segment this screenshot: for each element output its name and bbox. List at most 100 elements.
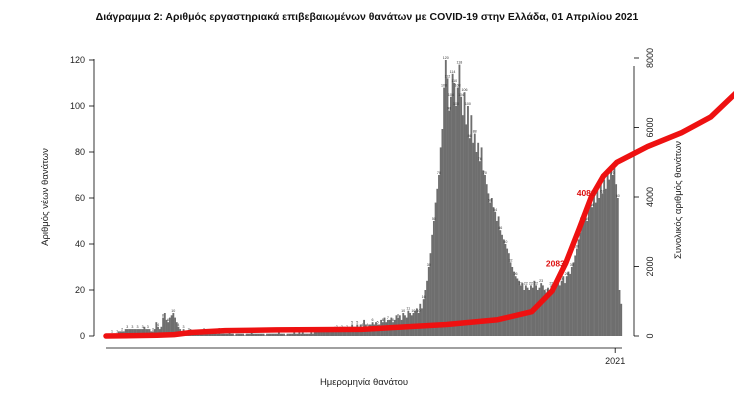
bar — [453, 83, 456, 336]
bar — [306, 333, 309, 336]
bar — [238, 333, 241, 336]
bar — [341, 329, 343, 336]
bar-value-label: 104 — [458, 93, 464, 97]
bar — [318, 329, 321, 336]
bar-value-label: 3 — [142, 325, 144, 329]
bar-value-label: 5 — [377, 321, 379, 325]
bar — [432, 221, 435, 336]
bar — [460, 96, 463, 336]
bar — [419, 303, 422, 336]
bar-value-label: 22 — [529, 281, 533, 285]
bar — [541, 285, 544, 336]
bar — [456, 87, 459, 336]
bar-value-label: 118 — [456, 61, 462, 65]
bar-value-label: 4 — [157, 323, 159, 327]
bar-value-label: 38 — [575, 245, 579, 249]
bar — [300, 333, 302, 336]
bar — [562, 276, 565, 336]
bar — [444, 60, 447, 336]
bar — [233, 335, 236, 336]
bar — [407, 310, 410, 336]
bar — [175, 322, 178, 336]
bar — [317, 331, 320, 336]
bar — [448, 110, 451, 336]
bar-value-label: 110 — [451, 79, 457, 83]
left-axis-label: Αριθμός νέων θανάτων — [40, 148, 51, 246]
bar — [557, 280, 560, 336]
bar-value-label: 76 — [478, 157, 482, 161]
bar — [545, 292, 548, 336]
bar — [514, 276, 517, 336]
bar-value-label: 22 — [549, 281, 553, 285]
bar — [278, 331, 280, 336]
bar-value-label: 104 — [448, 93, 454, 97]
bar-value-label: 22 — [519, 281, 523, 285]
bar — [279, 333, 282, 336]
bar — [153, 329, 156, 336]
bar — [138, 329, 141, 336]
bar-value-label: 108 — [455, 84, 461, 88]
bar — [579, 232, 582, 336]
bar — [414, 310, 417, 336]
bar-value-label: 50 — [585, 217, 589, 221]
right-axis-ticks: 0 2000 4000 6000 8000 — [634, 48, 655, 339]
bar — [502, 239, 505, 336]
bar-value-label: 19 — [544, 288, 548, 292]
bar — [216, 333, 219, 336]
bar — [470, 115, 473, 336]
bar — [477, 142, 480, 336]
bar — [148, 329, 151, 336]
bar-value-label: 2 — [152, 327, 154, 331]
bar — [504, 244, 507, 336]
bar — [259, 333, 262, 336]
bar-value-label: 3 — [182, 325, 184, 329]
bar-value-label: 112 — [445, 74, 451, 78]
bar — [174, 317, 176, 336]
cumulative-line-path — [103, 91, 734, 339]
right-tick-label: 6000 — [645, 117, 655, 137]
bar-value-label: 100 — [453, 102, 459, 106]
cumulative-deaths-line — [103, 91, 734, 339]
bar — [620, 303, 623, 336]
bar — [450, 96, 452, 336]
bar — [283, 333, 285, 336]
bar — [165, 319, 168, 336]
bar — [540, 283, 543, 336]
bar-value-label: 1 — [116, 330, 118, 334]
bar-value-label: 22 — [524, 281, 528, 285]
bar — [131, 329, 134, 336]
bar-value-label: 4 — [361, 323, 363, 327]
bar — [199, 333, 202, 336]
bar — [604, 188, 607, 336]
bar — [220, 333, 222, 336]
bar — [250, 331, 253, 336]
bar-value-label: 98 — [447, 107, 451, 111]
bar — [439, 147, 442, 336]
bar — [555, 285, 558, 336]
bar — [145, 329, 148, 336]
bar — [494, 211, 497, 336]
bar — [543, 290, 546, 336]
bar — [598, 198, 601, 336]
bar — [269, 333, 272, 336]
bar-value-label: 1 — [111, 330, 113, 334]
bar — [232, 333, 234, 336]
bar-value-label: 2 — [188, 327, 190, 331]
bar — [260, 333, 263, 336]
bar — [257, 333, 260, 336]
bar — [472, 142, 474, 336]
bar — [461, 115, 464, 336]
bar — [560, 280, 563, 336]
bar — [325, 331, 328, 336]
bar — [438, 175, 440, 336]
bar — [288, 333, 291, 336]
bar — [576, 248, 578, 336]
right-axis-label: Συνολικός αριθμός θανάτων — [673, 141, 684, 259]
bar-value-label: 40 — [503, 240, 507, 244]
bar — [243, 335, 246, 336]
bar-value-label: 26 — [565, 272, 569, 276]
bar — [136, 329, 139, 336]
bar — [519, 285, 522, 336]
bar — [485, 184, 488, 336]
